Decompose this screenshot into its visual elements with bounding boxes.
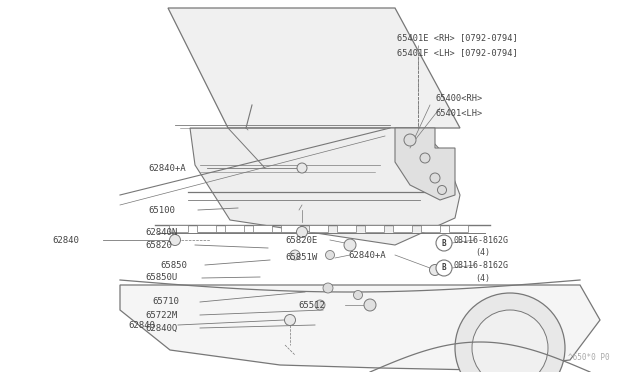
Circle shape [344, 239, 356, 251]
FancyBboxPatch shape [282, 225, 301, 232]
Circle shape [438, 186, 447, 195]
Text: 62840+A: 62840+A [348, 250, 386, 260]
Text: 65820: 65820 [145, 241, 172, 250]
Polygon shape [168, 8, 460, 128]
FancyBboxPatch shape [394, 225, 413, 232]
Circle shape [290, 250, 300, 260]
Text: 62840: 62840 [52, 235, 79, 244]
Circle shape [429, 264, 440, 276]
Text: 62840+A: 62840+A [148, 164, 186, 173]
Circle shape [326, 250, 335, 260]
FancyBboxPatch shape [310, 225, 328, 232]
Text: 65850: 65850 [160, 260, 187, 269]
FancyBboxPatch shape [225, 225, 244, 232]
Circle shape [455, 293, 565, 372]
Text: 08116-8162G: 08116-8162G [454, 260, 509, 269]
Circle shape [436, 260, 452, 276]
Text: 65851W: 65851W [285, 253, 317, 263]
Text: 08116-8162G: 08116-8162G [454, 235, 509, 244]
Text: 65850U: 65850U [145, 273, 177, 282]
Text: 65820E: 65820E [285, 235, 317, 244]
Text: B: B [442, 263, 446, 273]
Text: 62840Q: 62840Q [145, 324, 177, 333]
Circle shape [436, 235, 452, 251]
Text: (4): (4) [475, 248, 490, 257]
Text: (4): (4) [475, 273, 490, 282]
Text: 65401<LH>: 65401<LH> [435, 109, 483, 118]
Text: B: B [442, 238, 446, 247]
Circle shape [430, 173, 440, 183]
Text: ^650*0 P0: ^650*0 P0 [568, 353, 610, 362]
FancyBboxPatch shape [449, 225, 468, 232]
Text: 65722M: 65722M [145, 311, 177, 320]
Text: 65400<RH>: 65400<RH> [435, 93, 483, 103]
FancyBboxPatch shape [422, 225, 440, 232]
Text: 65100: 65100 [148, 205, 175, 215]
Circle shape [315, 300, 325, 310]
Circle shape [472, 310, 548, 372]
Circle shape [420, 153, 430, 163]
Circle shape [353, 291, 362, 299]
Circle shape [364, 299, 376, 311]
FancyBboxPatch shape [365, 225, 385, 232]
Circle shape [296, 227, 307, 237]
Text: 65710: 65710 [152, 298, 179, 307]
FancyBboxPatch shape [337, 225, 356, 232]
Polygon shape [395, 128, 455, 200]
Circle shape [297, 163, 307, 173]
Circle shape [323, 283, 333, 293]
FancyBboxPatch shape [198, 225, 216, 232]
Circle shape [170, 234, 180, 246]
Circle shape [404, 134, 416, 146]
Circle shape [285, 314, 296, 326]
Polygon shape [120, 285, 600, 370]
Polygon shape [190, 128, 460, 245]
Text: 62840N: 62840N [145, 228, 177, 237]
FancyBboxPatch shape [253, 225, 273, 232]
FancyBboxPatch shape [170, 225, 189, 232]
Text: 65512: 65512 [298, 301, 325, 310]
Text: 62840: 62840 [128, 321, 155, 330]
Text: 65401F <LH> [0792-0794]: 65401F <LH> [0792-0794] [397, 48, 518, 58]
Text: 65401E <RH> [0792-0794]: 65401E <RH> [0792-0794] [397, 33, 518, 42]
